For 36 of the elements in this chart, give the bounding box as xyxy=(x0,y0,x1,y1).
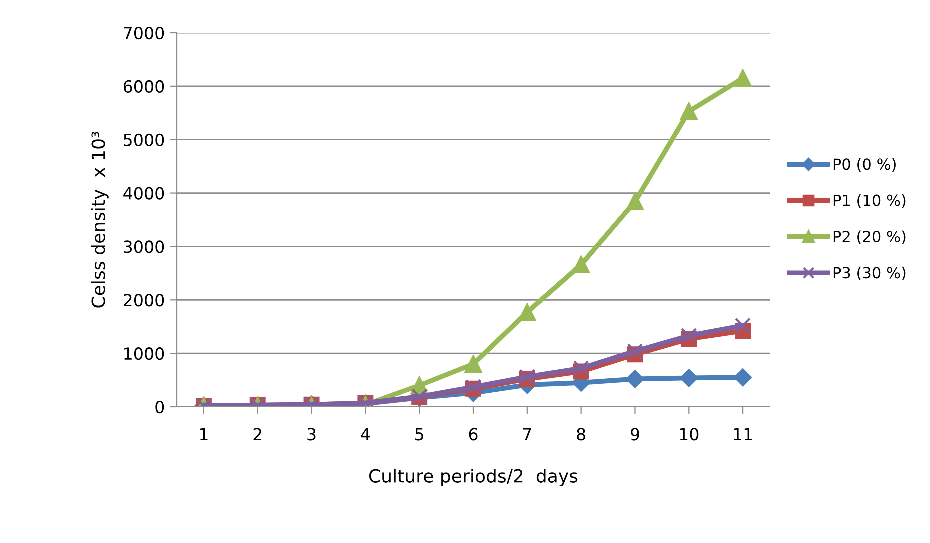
y-tick-label: 1000 xyxy=(124,348,164,360)
x-tick-label: 3 xyxy=(308,428,316,441)
x-tick-label: 2 xyxy=(254,428,262,440)
point xyxy=(734,368,752,387)
x-tick-label: 9 xyxy=(630,428,640,441)
x-axis-title: Culture periods/2 days xyxy=(369,468,578,486)
point xyxy=(681,328,698,344)
point xyxy=(626,370,644,388)
y-tick-label: 2000 xyxy=(124,294,164,307)
x-tick-label: 11 xyxy=(734,428,752,440)
y-tick-label: 4000 xyxy=(124,187,164,200)
x-tick-label: 4 xyxy=(361,428,370,440)
point xyxy=(680,102,698,120)
point xyxy=(626,193,644,211)
x-tick-label: 7 xyxy=(523,428,532,440)
x-tick-label: 1 xyxy=(200,428,208,440)
y-tick-label: 7000 xyxy=(124,26,164,40)
y-axis-title: Celss density x 10³ xyxy=(91,132,109,308)
point xyxy=(573,360,590,377)
y-tick-label: 3000 xyxy=(124,240,164,254)
y-tick-label: 6000 xyxy=(124,80,164,93)
legend-label: P2 (20 %) xyxy=(834,230,906,244)
point xyxy=(735,318,752,334)
x-tick-label: 10 xyxy=(680,428,699,441)
x-tick-label: 5 xyxy=(416,428,424,441)
y-tick-label: 0 xyxy=(156,400,164,414)
point xyxy=(627,343,644,360)
point xyxy=(464,356,482,373)
legend-label: P0 (0 %) xyxy=(834,158,896,172)
point xyxy=(734,70,752,88)
x-tick-label: 6 xyxy=(469,428,478,441)
x-tick-label: 8 xyxy=(577,428,586,441)
legend-label: P1 (10 %) xyxy=(834,194,906,208)
y-tick-label: 5000 xyxy=(124,134,164,146)
point xyxy=(680,369,698,388)
legend-label: P3 (30 %) xyxy=(834,266,906,280)
